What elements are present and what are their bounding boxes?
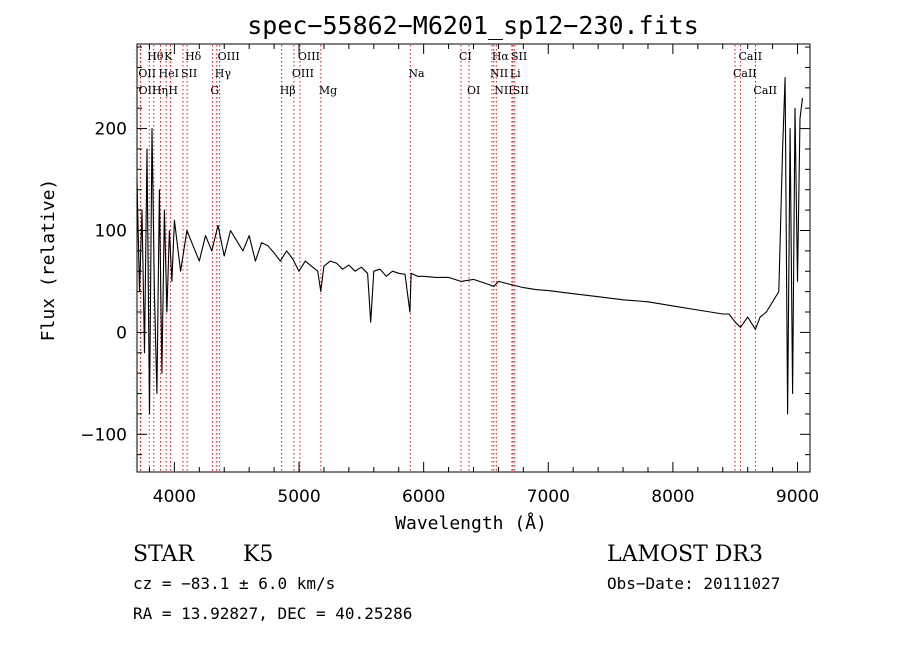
spectral-line-label: NII [490, 67, 508, 80]
spectral-line-label: OII [138, 67, 156, 80]
x-tick-label: 5000 [277, 487, 320, 507]
spectral-line-label: Hη [152, 84, 168, 97]
spectrum-line [136, 77, 804, 415]
spectral-line-label: K [164, 50, 173, 63]
chart-title: spec−55862−M6201_sp12−230.fits [247, 11, 699, 40]
object-subclass: K5 [243, 542, 273, 567]
spectral-line-label: CI [459, 50, 472, 63]
x-tick-label: 6000 [402, 487, 445, 507]
spectral-line-label: Hθ [147, 50, 164, 63]
spectral-line-label: Hα [492, 50, 510, 63]
spectral-line-label: OIII [218, 50, 240, 63]
spectral-line-label: SII [181, 67, 197, 80]
observation-date: Obs−Date: 20111027 [607, 574, 780, 593]
spectrum-series [136, 77, 804, 415]
spectral-line-label: OIII [292, 67, 314, 80]
redshift-cz: cz = −83.1 ± 6.0 km/s [133, 574, 335, 593]
x-tick-label: 7000 [527, 487, 570, 507]
spectral-line-label: CaII [733, 67, 757, 80]
spectral-line-markers [139, 45, 756, 471]
spectral-line-label: SII [513, 84, 529, 97]
spectral-line-label: H [168, 84, 178, 97]
spectral-line-label: OII [139, 84, 157, 97]
survey-name: LAMOST DR3 [607, 542, 763, 567]
spectral-line-label: G [210, 84, 219, 97]
spectral-line-label: OIII [298, 50, 320, 63]
x-axis-ticks: 4000 5000 6000 7000 8000 9000 [148, 44, 819, 507]
spectral-line-label: Na [408, 67, 425, 80]
spectral-line-label: OI [467, 84, 480, 97]
spectral-line-label: Hδ [185, 50, 202, 63]
spectral-line-label: NII [494, 84, 512, 97]
spectral-line-label: CaII [738, 50, 762, 63]
y-tick-label: 100 [95, 221, 127, 241]
spectral-line-label: Hβ [280, 84, 296, 97]
y-axis-label: Flux (relative) [38, 179, 59, 342]
spectral-line-label: Mg [319, 84, 337, 97]
x-tick-label: 4000 [153, 487, 196, 507]
y-axis-ticks: −100 0 100 200 [80, 46, 810, 456]
x-tick-label: 8000 [651, 487, 694, 507]
y-tick-label: 0 [116, 323, 127, 343]
x-tick-label: 9000 [776, 487, 819, 507]
x-axis-label: Wavelength (Å) [395, 512, 547, 534]
spectral-line-label: Li [510, 67, 521, 80]
spectral-line-label: CaII [753, 84, 777, 97]
object-class: STAR [133, 542, 195, 567]
spectral-line-label: Hγ [215, 67, 232, 80]
y-tick-label: 200 [95, 120, 127, 140]
spectral-line-label: SII [511, 50, 527, 63]
y-tick-label: −100 [80, 425, 127, 445]
plot-frame [136, 43, 811, 473]
sky-coordinates: RA = 13.92827, DEC = 40.25286 [133, 604, 412, 623]
spectral-line-label: HeI [159, 67, 179, 80]
